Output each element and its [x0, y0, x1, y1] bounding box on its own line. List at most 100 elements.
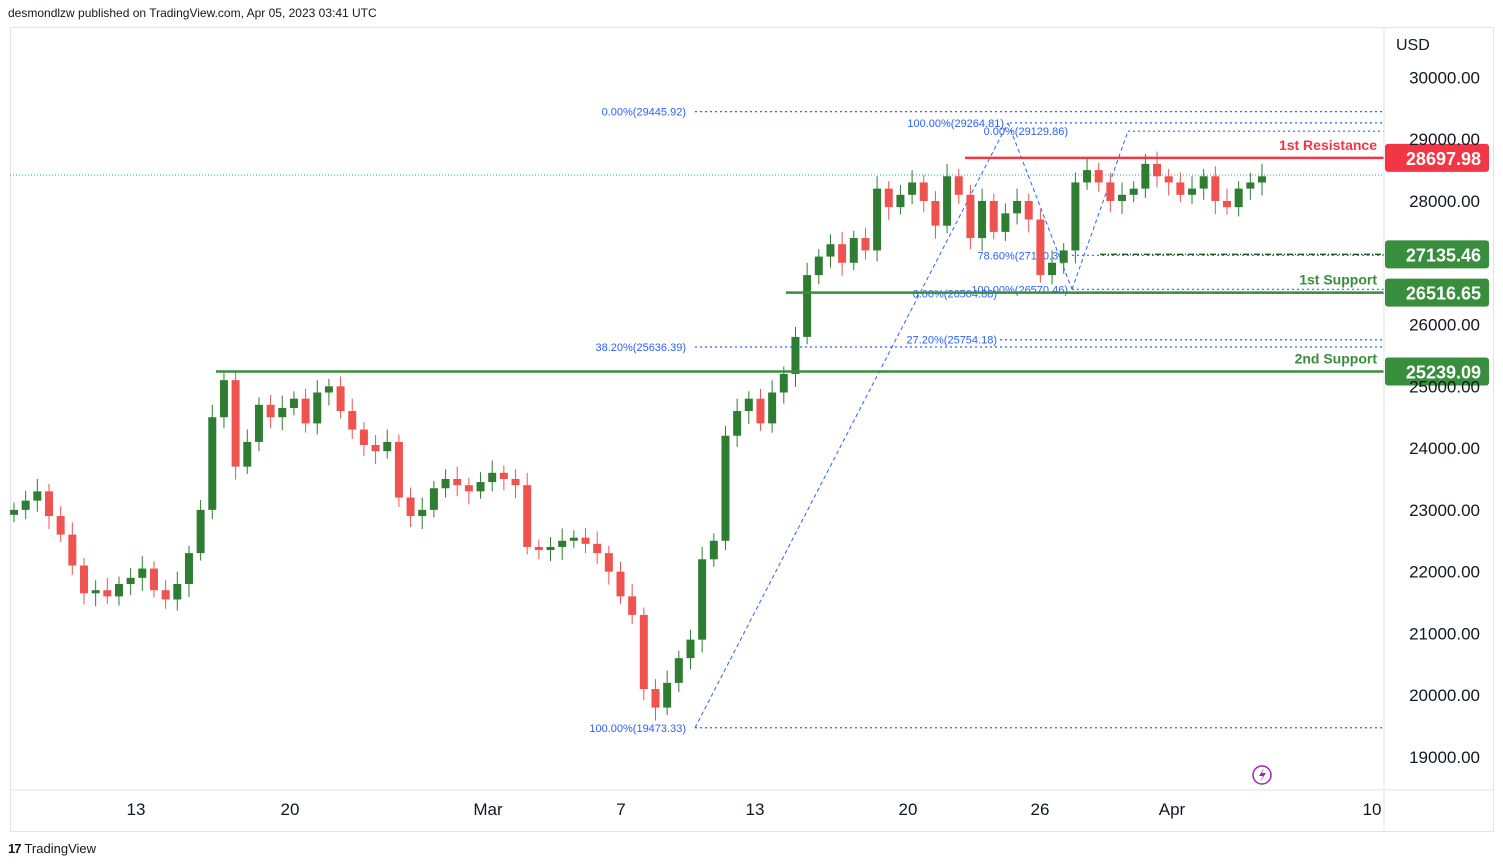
candle-body [219, 380, 228, 418]
candle-body [68, 534, 77, 566]
candle-body [1188, 188, 1197, 195]
candle-body [919, 182, 928, 201]
y-tick-label: 24000.00 [1409, 439, 1480, 458]
candle-body [581, 537, 590, 544]
fib-label: 0.00%(26504.88) [913, 288, 997, 300]
x-tick-label: 13 [746, 800, 765, 819]
candle-body [499, 472, 508, 479]
fib-label: 0.00%(29129.86) [984, 126, 1068, 138]
fib-label: 100.00%(19473.33) [589, 723, 686, 735]
candle-body [266, 404, 275, 418]
candle-body [1199, 176, 1208, 189]
fib-label: 78.60%(27120.31) [977, 250, 1068, 262]
candle-body [1094, 170, 1103, 183]
candle-body [406, 497, 415, 517]
candle-body [604, 553, 613, 572]
candle-body [639, 614, 648, 690]
candle-body [884, 188, 893, 208]
x-tick-label: 13 [127, 800, 146, 819]
candle-body [313, 392, 322, 424]
candle-body [453, 478, 462, 486]
candle-body [569, 537, 578, 541]
candle-body [336, 386, 345, 412]
price-tag [1385, 357, 1489, 386]
candle-body [966, 194, 975, 239]
candle-body [289, 398, 298, 408]
candle-body [1036, 219, 1045, 276]
candle-body [978, 200, 987, 239]
candle-body [628, 596, 637, 615]
x-tick-label: Apr [1159, 800, 1186, 819]
candle-body [1106, 182, 1115, 201]
candle-body [1059, 250, 1068, 263]
y-tick-label: 22000.00 [1409, 563, 1480, 582]
candle-body [534, 546, 543, 551]
candle-body [849, 238, 858, 263]
candle-body [733, 411, 742, 436]
fib-label: 100.00%(29264.81) [907, 118, 1004, 130]
candle-body [721, 435, 730, 541]
candles-layer [10, 151, 1266, 721]
candle-body [231, 380, 240, 467]
candle-body [441, 478, 450, 489]
candle-body [663, 682, 672, 708]
x-tick-label: Mar [473, 800, 503, 819]
candle-body [593, 543, 602, 554]
candle-body [1141, 163, 1150, 189]
candle-body [464, 485, 473, 492]
price-tag [1385, 240, 1489, 269]
candle-body [873, 188, 882, 251]
candle-body [278, 407, 287, 418]
candle-body [114, 584, 123, 597]
candle-body [1024, 200, 1033, 220]
candle-body [359, 429, 368, 446]
x-tick-label: 10 [1363, 800, 1382, 819]
y-tick-label: 20000.00 [1409, 686, 1480, 705]
axis-layer: 30000.00 29000.00 28000.00 26000.00 25000.00… [10, 27, 1494, 832]
x-tick-label: 20 [281, 800, 300, 819]
candle-body [989, 200, 998, 232]
candle-body [803, 275, 812, 337]
candle-body [838, 244, 847, 263]
x-tick-label: 26 [1031, 800, 1050, 819]
candle-body [791, 336, 800, 374]
y-tick-label: 25000.00 [1409, 377, 1480, 396]
candle-body [756, 398, 765, 424]
candle-body [103, 590, 112, 597]
candle-body [1176, 182, 1185, 195]
candle-body [744, 398, 753, 412]
candle-body [1048, 262, 1057, 276]
candle-body [1001, 213, 1010, 232]
y-tick-label: 21000.00 [1409, 624, 1480, 643]
candle-body [488, 472, 497, 483]
fibonacci-layer: 0.00%(29445.92) 100.00%(29264.81)0.00%(29… [589, 107, 1384, 735]
candle-body [394, 441, 403, 498]
candle-body [44, 491, 53, 517]
price-tag [1385, 143, 1489, 172]
level-label: 1st Resistance [1279, 137, 1377, 153]
candle-body [861, 238, 870, 251]
candle-body [1164, 176, 1173, 183]
candle-body [1129, 188, 1138, 195]
candle-body [896, 194, 905, 208]
footer-brand[interactable]: 17 TradingView [8, 841, 96, 856]
candle-body [1234, 188, 1243, 208]
candle-body [1013, 200, 1022, 214]
candle-body [208, 417, 217, 510]
price-tag-value: 26516.65 [1406, 284, 1481, 304]
candle-body [1223, 200, 1232, 208]
candle-body [184, 553, 193, 585]
candle-body [1071, 182, 1080, 251]
candle-body [651, 689, 660, 708]
candle-body [616, 571, 625, 597]
fib-label: 0.00%(29445.92) [602, 107, 686, 119]
candle-body [138, 568, 147, 578]
candle-body [301, 398, 310, 424]
candle-body [826, 244, 835, 257]
candle-body [196, 509, 205, 554]
candle-body [674, 658, 683, 683]
lightning-icon[interactable] [1252, 765, 1272, 785]
candle-body [779, 373, 788, 393]
price-tag-value: 27135.46 [1406, 245, 1481, 265]
